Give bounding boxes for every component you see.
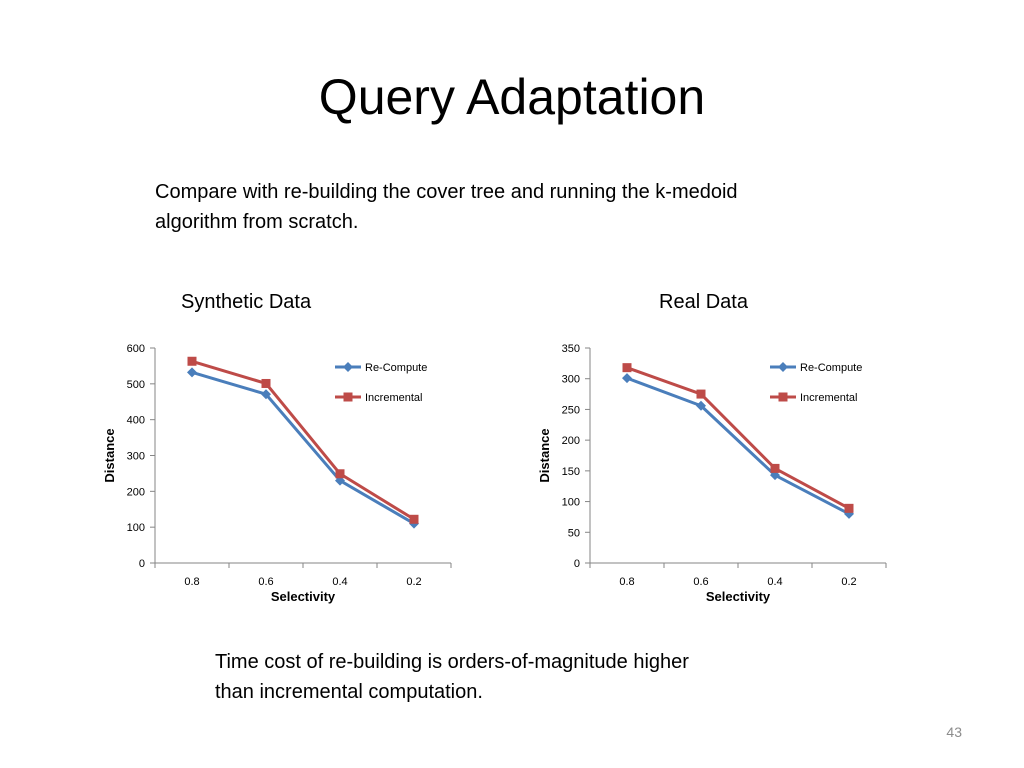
data-point-marker	[261, 389, 271, 400]
series-line	[191, 359, 415, 521]
data-point-marker	[409, 514, 419, 524]
slide-title: Query Adaptation	[318, 69, 706, 125]
x-tick-label: 0.6	[693, 576, 708, 588]
synthetic-chart-title: Synthetic Data	[181, 291, 312, 313]
x-tick-label: 0.8	[184, 576, 199, 588]
x-tick-label: 0.2	[406, 576, 421, 588]
data-point-marker	[844, 503, 854, 513]
y-tick-label: 200	[127, 486, 145, 498]
data-point-marker	[335, 475, 345, 486]
y-tick-label: 400	[127, 415, 145, 427]
conclusion-line: Time cost of re-building is orders-of-ma…	[215, 651, 689, 673]
conclusion-line: than incremental computation.	[215, 681, 483, 703]
x-tick-label: 0.4	[332, 576, 347, 588]
synthetic-data-chart: 0 100 200 300 400 500 600 0.8 0.6 0.4 0.2 Selectivi…	[102, 343, 452, 604]
legend-label: Incremental	[800, 392, 857, 404]
intro-text: Compare with re-building the cover tree …	[155, 177, 875, 237]
x-tick-label: 0.6	[258, 576, 273, 588]
series-incremental	[622, 363, 854, 513]
x-axis-title: Selectivity	[271, 589, 336, 604]
series-incremental	[187, 356, 419, 524]
legend-label: Incremental	[365, 392, 422, 404]
y-tick-label: 200	[562, 435, 580, 447]
y-tick-label: 600	[127, 343, 145, 355]
legend-marker	[778, 362, 788, 372]
y-tick-label: 500	[127, 379, 145, 391]
legend-marker	[343, 362, 353, 372]
series-line	[626, 366, 850, 510]
intro-line: Compare with re-building the cover tree …	[155, 181, 738, 203]
y-tick-label: 300	[127, 451, 145, 463]
data-point-marker	[622, 363, 632, 373]
page-number: 43	[946, 724, 962, 740]
data-point-marker	[622, 373, 632, 384]
data-point-marker	[187, 356, 197, 366]
x-tick-label: 0.4	[767, 576, 782, 588]
data-point-marker	[187, 367, 197, 378]
legend-label: Re-Compute	[365, 362, 427, 374]
conclusion-text: Time cost of re-building is orders-of-ma…	[215, 647, 855, 707]
y-tick-label: 0	[574, 558, 580, 570]
data-point-marker	[335, 469, 345, 479]
data-point-marker	[696, 389, 706, 399]
x-tick-label: 0.8	[619, 576, 634, 588]
real-data-chart: 0 50 100 150 200 250 300 350 0.8 0.6 0.4 0.2 Selecti…	[537, 343, 887, 604]
y-tick-label: 0	[139, 558, 145, 570]
x-tick-label: 0.2	[841, 576, 856, 588]
series-line	[191, 370, 415, 525]
y-tick-label: 100	[562, 497, 580, 509]
data-point-marker	[261, 378, 271, 388]
y-axis-title: Distance	[102, 428, 117, 482]
legend-label: Re-Compute	[800, 362, 862, 374]
y-tick-label: 300	[562, 374, 580, 386]
y-tick-label: 100	[127, 522, 145, 534]
legend-marker	[343, 392, 353, 402]
real-chart-title: Real Data	[659, 291, 748, 313]
series-line	[626, 376, 850, 516]
y-tick-label: 350	[562, 343, 580, 355]
y-tick-label: 250	[562, 404, 580, 416]
y-axis-title: Distance	[537, 428, 552, 482]
data-point-marker	[770, 463, 780, 473]
intro-line: algorithm from scratch.	[155, 211, 359, 233]
y-tick-label: 50	[568, 527, 580, 539]
y-tick-label: 150	[562, 466, 580, 478]
data-point-marker	[696, 400, 706, 411]
x-axis-title: Selectivity	[706, 589, 771, 604]
legend-marker	[778, 392, 788, 402]
